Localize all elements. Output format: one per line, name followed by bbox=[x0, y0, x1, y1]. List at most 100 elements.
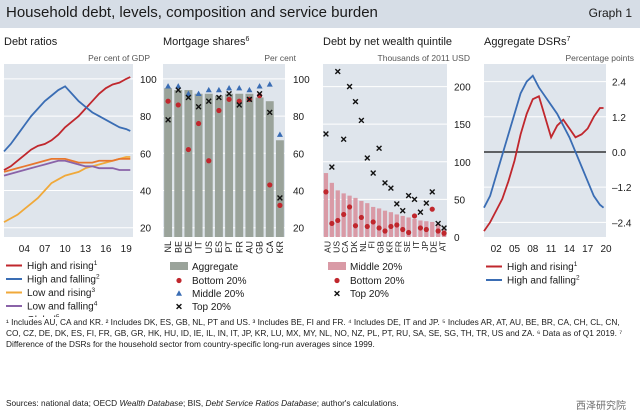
graph-number: Graph 1 bbox=[588, 6, 632, 20]
panel4-plot-area bbox=[484, 64, 606, 237]
panel2-y-tick: 40 bbox=[293, 186, 305, 197]
panel1-legend-label-3: Low and falling4 bbox=[27, 301, 98, 313]
panel2-tri-point-4 bbox=[205, 86, 212, 93]
panel4-x-tick: 20 bbox=[600, 244, 612, 255]
panel2-x-point-7 bbox=[236, 102, 243, 108]
panel3-dot-point-7 bbox=[364, 223, 370, 230]
footnotes: ¹ Includes AU, CA and KR. ² Includes DK,… bbox=[6, 317, 623, 349]
panel3-x-point-1 bbox=[328, 164, 335, 170]
panel3-y-tick: 200 bbox=[454, 83, 471, 94]
panel2-x-point-3-b bbox=[195, 103, 202, 110]
panel1-legend-label-0: High and rising1 bbox=[27, 260, 98, 272]
panel2-dot-point-7 bbox=[236, 98, 242, 104]
panel3-x-point-8-b bbox=[370, 170, 377, 176]
panel2-x-point-0-b bbox=[165, 116, 171, 123]
panel4-x-tick: 02 bbox=[491, 244, 503, 255]
panel2-bar-GB bbox=[255, 97, 264, 237]
panel2-tri-point-9 bbox=[256, 83, 263, 89]
panel3-x-point-16 bbox=[417, 209, 424, 216]
panel1-series-line-4 bbox=[3, 157, 131, 173]
panel2-dot-point-6 bbox=[226, 96, 232, 102]
panel4-x-tick: 17 bbox=[582, 244, 594, 255]
panel3-x-label: AT bbox=[438, 241, 448, 251]
panel1-unit-label: Per cent of GDP bbox=[88, 53, 150, 63]
panel2-y-tick: 100 bbox=[293, 75, 310, 86]
panel3-dot-point-19 bbox=[435, 228, 441, 234]
panel2-legend-marker-0 bbox=[176, 277, 182, 284]
panel2-plot-area bbox=[163, 64, 285, 237]
panel1-legend-label-4-mark: 5 bbox=[56, 314, 60, 317]
panel3-bar-18 bbox=[430, 221, 435, 237]
panel2-bar-KR bbox=[275, 140, 284, 237]
panel2-x-label: FR bbox=[234, 241, 244, 253]
panel3-x-point-15 bbox=[411, 196, 418, 203]
panel3-x-label: DK bbox=[349, 241, 359, 253]
panel1-series-line-1 bbox=[3, 85, 131, 153]
panel4-title: Aggregate DSRs7 bbox=[484, 36, 571, 48]
panel1-y-tick: 20 bbox=[140, 224, 152, 235]
sources-suffix: ; author's calculations. bbox=[316, 398, 399, 408]
panel4-x-tick: 14 bbox=[564, 244, 576, 255]
panel3-bar-7 bbox=[365, 203, 370, 237]
panel1-series-line-0 bbox=[3, 76, 131, 171]
panel2-legend-label-2: Top 20% bbox=[192, 302, 231, 313]
panel2-x-point-9-b bbox=[256, 90, 263, 97]
panel2-x-label: GB bbox=[255, 241, 265, 254]
panel2-x-label: DE bbox=[183, 241, 193, 254]
panel2-legend-marker-2 bbox=[176, 303, 182, 310]
panel1-legend-label-0-mark: 1 bbox=[94, 260, 98, 267]
panel4-legend-label-1-mark: 2 bbox=[576, 275, 580, 282]
panel2-dot-point-1 bbox=[175, 102, 181, 108]
panel3-y-tick: 100 bbox=[454, 158, 471, 169]
panel3-x-point-18-b bbox=[429, 188, 436, 195]
graph-header: Household debt, levels, composition and … bbox=[0, 0, 640, 28]
panel3-dot-point-14 bbox=[406, 229, 412, 236]
panel3-legend-marker-1 bbox=[334, 290, 340, 297]
panel3-y-tick: 150 bbox=[454, 120, 471, 131]
panel3-x-label: FI bbox=[367, 241, 377, 249]
panel2-bar-FR bbox=[235, 93, 244, 237]
panel3-legend-marker-1-b bbox=[334, 290, 340, 297]
panel3-title: Debt by net wealth quintile bbox=[323, 36, 452, 48]
panel3-x-point-16-b bbox=[417, 209, 424, 216]
panel2-x-point-5-b bbox=[216, 94, 222, 101]
panel2-x-point-11 bbox=[277, 195, 283, 201]
panel4-x-tick: 08 bbox=[527, 244, 539, 255]
panel3-x-point-20-b bbox=[441, 225, 447, 231]
panel3-dot-point-4 bbox=[346, 204, 353, 210]
panel2-x-point-2 bbox=[185, 94, 192, 101]
sources-wealth-db: Wealth Database bbox=[119, 398, 183, 408]
panel3-x-label: IT bbox=[411, 241, 421, 249]
panel3-x-point-10-b bbox=[382, 179, 388, 186]
panel3-dot-point-12 bbox=[394, 222, 400, 228]
panel2-x-point-8 bbox=[246, 96, 253, 103]
panel1-x-tick: 13 bbox=[80, 244, 92, 255]
panel3-x-label: US bbox=[331, 241, 341, 253]
panel3-legend-label-middle: Middle 20% bbox=[350, 262, 402, 273]
panel3-x-point-4 bbox=[346, 83, 353, 90]
panel2-unit-label: Per cent bbox=[264, 53, 296, 63]
panel3-bar-1 bbox=[329, 182, 334, 237]
panel2-x-point-0 bbox=[165, 116, 171, 123]
panel3-x-point-10 bbox=[382, 179, 388, 186]
panel2-x-label: BE bbox=[173, 241, 183, 253]
panel2-tri-point-6 bbox=[226, 84, 233, 91]
panel3-dot-point-8 bbox=[370, 219, 376, 225]
panel3-dot-point-13 bbox=[400, 226, 406, 233]
panel2-x-point-1-b bbox=[175, 87, 182, 93]
panel2-dot-point-2 bbox=[185, 146, 192, 153]
panel3-bar-4 bbox=[347, 195, 352, 237]
panel3-x-point-15-b bbox=[411, 196, 418, 203]
panel1-legend-label-1: High and falling2 bbox=[27, 274, 100, 286]
panel3-dot-point-9 bbox=[376, 225, 382, 231]
panel3-x-point-2-b bbox=[334, 68, 341, 75]
panel2-dot-point-4 bbox=[206, 158, 212, 164]
panel3-x-point-8 bbox=[370, 170, 377, 176]
panel4-y-tick: 2.4 bbox=[612, 78, 626, 89]
panel3-bar-10 bbox=[382, 210, 388, 237]
panel3-x-point-7-b bbox=[364, 155, 371, 161]
panel3-x-point-3 bbox=[340, 136, 347, 143]
panel2-tri-point-5 bbox=[215, 86, 222, 93]
panel1-legend-label-3-mark: 4 bbox=[94, 301, 98, 308]
panel3-x-label: CA bbox=[340, 241, 350, 253]
